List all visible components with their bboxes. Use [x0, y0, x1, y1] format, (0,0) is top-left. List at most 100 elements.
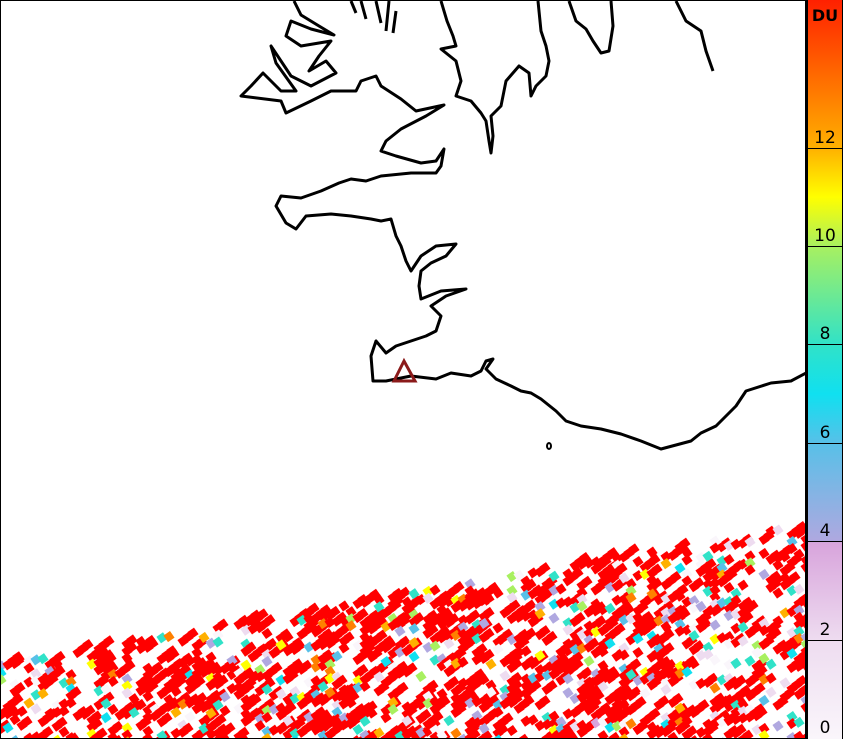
so2-pixel	[562, 673, 574, 685]
so2-pixel	[663, 642, 675, 654]
so2-pixel	[387, 696, 399, 708]
so2-pixel	[693, 577, 705, 589]
so2-pixel	[37, 688, 49, 700]
so2-pixel	[758, 568, 770, 581]
so2-pixel	[765, 672, 777, 684]
so2-pixel	[376, 629, 388, 641]
so2-pixel	[709, 591, 721, 603]
so2-pixel	[205, 651, 217, 663]
so2-pixel	[744, 655, 756, 667]
so2-pixel	[240, 659, 252, 671]
so2-pixel	[534, 650, 546, 662]
so2-pixel	[436, 695, 448, 707]
so2-pixel	[373, 601, 385, 613]
so2-pixel	[800, 701, 805, 713]
so2-pixel	[492, 706, 504, 718]
so2-pixel	[511, 679, 523, 691]
so2-pixel	[688, 658, 700, 670]
so2-pixel	[737, 698, 749, 710]
so2-pixel	[23, 697, 35, 709]
so2-pixel	[408, 637, 420, 649]
so2-pixel	[121, 673, 133, 685]
so2-pixel	[485, 679, 497, 691]
so2-pixel	[338, 642, 350, 654]
so2-pixel	[604, 602, 616, 614]
so2-pixel	[443, 638, 455, 650]
so2-pixel	[581, 575, 593, 587]
so2-pixel	[646, 588, 658, 600]
so2-pixel	[688, 630, 700, 642]
so2-pixel	[152, 661, 164, 673]
so2-pixel	[800, 659, 805, 671]
so2-pixel	[618, 733, 630, 738]
so2-pixel	[308, 602, 320, 614]
so2-pixel	[646, 546, 658, 558]
so2-pixel	[128, 693, 140, 705]
so2-pixel	[58, 705, 70, 717]
so2-pixel	[770, 626, 782, 638]
so2-pixel	[562, 687, 574, 699]
so2-pixel	[264, 614, 276, 626]
so2-pixel	[331, 650, 343, 662]
so2-pixel	[786, 648, 798, 660]
so2-pixel	[765, 686, 777, 698]
so2-pixel	[121, 652, 133, 664]
so2-pixel	[205, 707, 217, 719]
so2-pixel	[483, 606, 495, 619]
so2-pixel	[366, 700, 378, 712]
colorbar-tick-line	[808, 344, 842, 346]
so2-pixel	[254, 720, 266, 732]
so2-pixel	[758, 729, 770, 738]
so2-pixel	[618, 726, 630, 738]
so2-pixel	[373, 671, 385, 683]
so2-pixel	[219, 733, 231, 738]
so2-pixel	[772, 559, 784, 571]
so2-pixel	[42, 726, 54, 738]
so2-pixel	[742, 729, 754, 738]
so2-pixel	[702, 732, 714, 738]
so2-pixel	[142, 725, 154, 737]
so2-pixel	[548, 570, 560, 582]
so2-pixel	[681, 547, 693, 559]
so2-pixel	[735, 674, 747, 686]
so2-pixel	[674, 562, 686, 574]
so2-pixel	[798, 649, 805, 661]
so2-pixel	[709, 584, 721, 596]
so2-pixel	[555, 716, 567, 728]
so2-pixel	[597, 660, 609, 672]
so2-pixel	[317, 681, 329, 693]
so2-pixel	[674, 618, 686, 630]
so2-pixel	[665, 659, 677, 671]
so2-pixel	[385, 638, 397, 650]
so2-pixel	[702, 648, 714, 660]
so2-pixel	[14, 653, 26, 666]
so2-pixel	[492, 734, 504, 738]
so2-pixel	[112, 734, 124, 738]
so2-pixel	[100, 684, 112, 696]
so2-pixel	[112, 720, 124, 732]
so2-pixel	[96, 727, 108, 738]
so2-pixel	[219, 691, 231, 703]
so2-pixel	[742, 610, 754, 622]
so2-pixel	[796, 675, 805, 687]
so2-pixel	[261, 732, 273, 738]
so2-pixel	[399, 635, 411, 647]
so2-pixel	[800, 596, 805, 608]
so2-pixel	[483, 627, 495, 640]
so2-pixel	[660, 621, 672, 633]
so2-pixel	[604, 637, 616, 649]
so2-pixel	[121, 687, 133, 699]
so2-pixel	[800, 617, 805, 629]
so2-pixel	[51, 734, 63, 738]
so2-pixel	[520, 645, 532, 657]
so2-pixel	[338, 600, 350, 612]
so2-pixel	[618, 642, 630, 654]
colorbar-tick-line	[808, 147, 842, 149]
so2-pixel	[800, 631, 805, 643]
so2-pixel	[744, 550, 756, 562]
so2-pixel	[163, 631, 175, 643]
so2-pixel	[261, 627, 273, 640]
so2-pixel	[635, 696, 647, 708]
so2-pixel	[679, 607, 691, 619]
so2-pixel	[737, 635, 749, 647]
